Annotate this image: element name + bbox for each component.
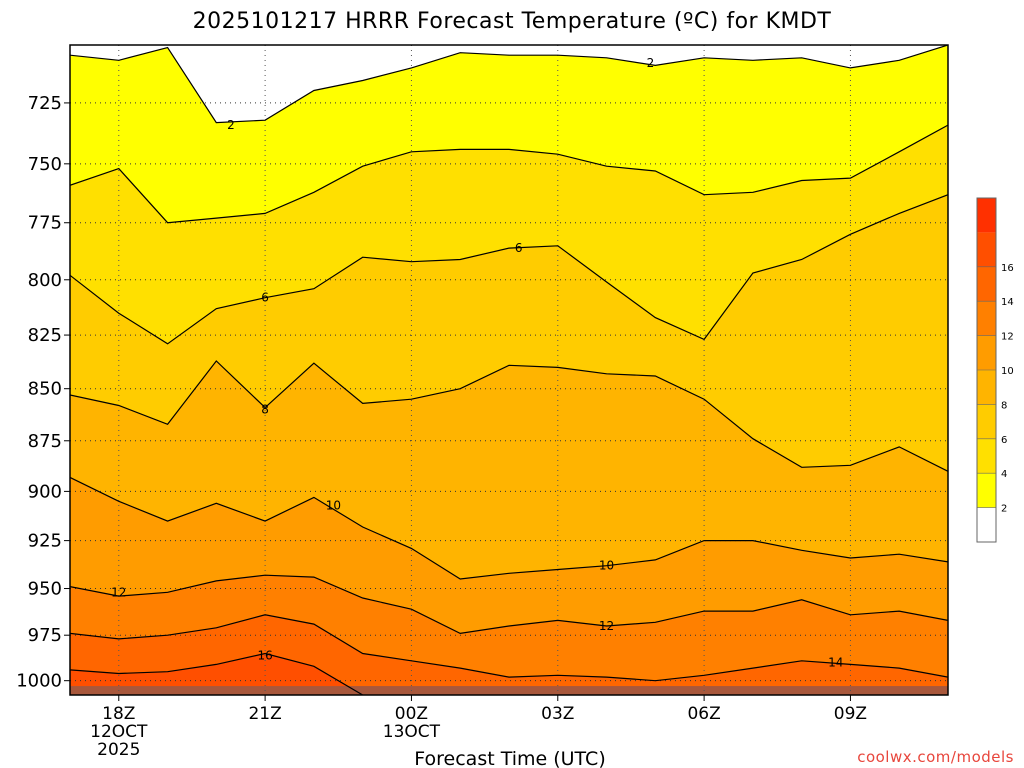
x-tick-label: 12OCT [90, 722, 148, 742]
colorbar-tick-label: 2 [1001, 504, 1007, 515]
y-axis: 725 750 775 800 825 850 875 900 925 950 975 1000 [16, 93, 70, 692]
y-tick-label: 925 [28, 531, 62, 552]
y-tick-label: 900 [28, 481, 62, 502]
contour-label: 2 [647, 56, 655, 70]
colorbar-swatch [977, 198, 996, 233]
contour-label: 6 [261, 291, 269, 305]
colorbar-swatch [977, 370, 996, 405]
y-tick-label: 875 [28, 431, 62, 452]
plot-frame [69, 44, 949, 696]
plot-area: 2 2 6 6 8 10 10 12 12 14 16 [69, 44, 949, 696]
contour-14 [70, 614, 948, 682]
colorbar: 2 4 6 8 10 12 14 16 [976, 197, 1014, 543]
contour-lines [70, 45, 948, 695]
contour-2 [70, 45, 948, 124]
y-tick-label: 775 [28, 213, 62, 234]
colorbar-tick-label: 10 [1001, 366, 1014, 377]
y-tick-label: 850 [28, 379, 62, 400]
colorbar-swatch [977, 232, 996, 267]
x-tick-label: 00Z [395, 704, 428, 724]
contour-label: 12 [111, 585, 126, 599]
y-tick-label: 1000 [16, 671, 62, 692]
colorbar-tick-label: 14 [1001, 297, 1014, 308]
x-tick-label: 2025 [97, 740, 140, 760]
contour-labels: 2 2 6 6 8 10 10 12 12 14 16 [111, 56, 843, 670]
y-tick-label: 800 [28, 270, 62, 291]
colorbar-swatch [977, 404, 996, 439]
colorbar-swatch [977, 266, 996, 302]
x-axis-label: Forecast Time (UTC) [414, 748, 605, 768]
gridlines [70, 45, 948, 695]
contour-12 [70, 574, 948, 635]
x-tick-label: 13OCT [383, 722, 441, 742]
contour-4 [70, 124, 948, 224]
contour-fills [70, 45, 948, 695]
band-above-16 [70, 653, 363, 695]
y-tick-label: 825 [28, 325, 62, 346]
contour-16 [70, 652, 371, 695]
y-tick-label: 725 [28, 93, 62, 114]
contour-label: 10 [326, 498, 341, 512]
ground-strip [70, 686, 948, 695]
colorbar-tick-label: 16 [1001, 263, 1014, 274]
colorbar-tick-label: 12 [1001, 332, 1014, 343]
y-tick-label: 750 [28, 154, 62, 175]
colorbar-swatch [977, 507, 996, 542]
contour-6 [70, 194, 948, 345]
colorbar-swatch [977, 473, 996, 508]
contour-label: 6 [515, 241, 523, 255]
x-tick-label: 06Z [687, 704, 720, 724]
x-tick-label: 21Z [248, 704, 281, 724]
chart-title: 2025101217 HRRR Forecast Temperature (ºC… [193, 9, 832, 34]
colorbar-swatch [977, 301, 996, 336]
x-tick-label: 03Z [541, 704, 574, 724]
contour-8 [70, 360, 948, 472]
contour-10 [70, 476, 948, 580]
x-tick-label: 09Z [834, 704, 867, 724]
y-tick-label: 950 [28, 579, 62, 600]
contour-label: 10 [599, 559, 614, 573]
contour-label: 16 [257, 648, 272, 662]
contour-label: 2 [227, 118, 235, 132]
colorbar-swatch [977, 438, 996, 474]
colorbar-swatch [977, 335, 996, 370]
contour-label: 14 [828, 656, 843, 670]
contour-label: 12 [599, 619, 614, 633]
colorbar-tick-label: 8 [1001, 400, 1007, 411]
colorbar-tick-label: 6 [1001, 435, 1007, 446]
colorbar-tick-label: 4 [1001, 469, 1007, 480]
credit-text: coolwx.com/models [857, 748, 1014, 766]
contour-label: 8 [261, 403, 269, 417]
y-tick-label: 975 [28, 625, 62, 646]
x-tick-label: 18Z [102, 704, 135, 724]
